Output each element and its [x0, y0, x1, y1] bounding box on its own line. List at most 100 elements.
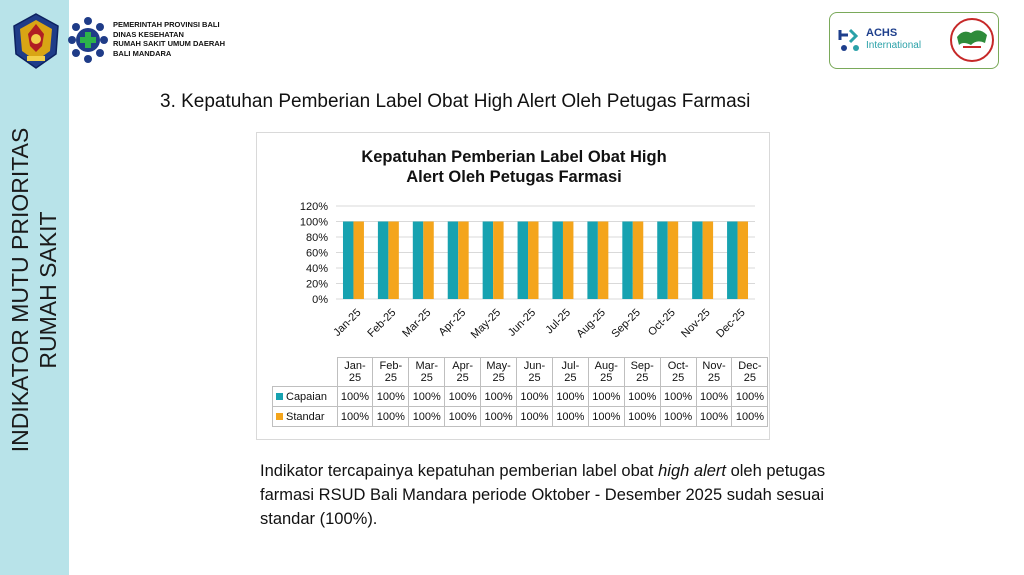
table-row: Standar 100% 100% 100% 100% 100% 100% 100% 100% 1…: [272, 406, 769, 427]
table-corner: [273, 358, 338, 387]
x-tick-label: Feb-25: [365, 307, 398, 340]
table-header-line: 25: [671, 372, 685, 384]
table-header-line: 25: [384, 372, 397, 384]
table-header-line: 25: [600, 372, 613, 384]
table-header-line: 25: [348, 372, 362, 384]
organization-name: PEMERINTAH PROVINSI BALI DINAS KESEHATAN…: [113, 20, 226, 58]
bar-standar: [528, 221, 539, 299]
legend-key: [276, 413, 283, 421]
table-header-line: Mar-: [415, 360, 439, 372]
y-tick-label: 80%: [306, 232, 328, 244]
table-header-line: Oct-: [667, 360, 689, 372]
table-header-line: 25: [492, 372, 505, 384]
table-header-line: Jul-: [561, 360, 580, 372]
table-header-cell: Aug- 25: [587, 357, 625, 387]
table-cell: 100%: [444, 406, 482, 427]
table-header-cell: Jul- 25: [551, 357, 589, 387]
x-tick-label: Jan-25: [331, 307, 363, 339]
table-header-line: Nov-: [702, 360, 726, 372]
legend-label: Capaian: [286, 390, 327, 403]
table-cell: 100%: [372, 406, 410, 427]
table-header-cell: Apr- 25: [444, 357, 482, 387]
table-header-cell: Jun- 25: [516, 357, 553, 387]
table-cell: 100%: [551, 406, 589, 427]
bar-standar: [493, 221, 504, 299]
bar-standar: [388, 221, 399, 299]
table-cell: 100%: [336, 406, 374, 427]
table-header-line: May-: [486, 360, 511, 372]
legend-entry: Standar: [272, 406, 338, 427]
bar-standar: [667, 221, 679, 299]
x-tick-label: Jun-25: [506, 307, 538, 339]
bar-standar: [597, 221, 609, 299]
legend-label: Standar: [286, 410, 325, 423]
bar-capaian: [587, 221, 598, 299]
bar-capaian: [447, 221, 459, 299]
x-tick-label: Dec-25: [714, 307, 748, 341]
summary-paragraph: Indikator tercapainya kepatuhan pemberia…: [260, 462, 826, 528]
x-tick-label: Sep-25: [609, 307, 643, 341]
table-cell: 100%: [731, 406, 769, 427]
x-tick-label: Apr-25: [436, 307, 468, 339]
kars-seal-icon: [950, 18, 994, 62]
table-cell: 100%: [480, 386, 518, 407]
table-header-line: 25: [420, 372, 433, 384]
chart-data-table: Jan- 25 Feb- 25 Mar- 25 Apr- 25 May- 25 Jun- 25 Jul-…: [272, 357, 769, 427]
table-header-cell: Feb- 25: [372, 357, 410, 387]
table-cell: 100%: [587, 386, 625, 407]
achs-accreditation-badge: ACHS International: [829, 12, 999, 69]
table-row: Capaian 100% 100% 100% 100% 100% 100% 100% 100% 1…: [272, 386, 769, 407]
table-cell: 100%: [516, 406, 553, 427]
table-header-line: Dec-: [738, 360, 762, 372]
x-tick-label: Nov-25: [679, 307, 713, 341]
bar-standar: [423, 221, 434, 299]
table-header-line: 25: [528, 372, 541, 384]
table-header-cell: Mar- 25: [408, 357, 446, 387]
table-header-line: 25: [636, 372, 649, 384]
y-tick-label: 100%: [300, 217, 328, 229]
bar-capaian: [412, 221, 424, 299]
y-tick-label: 20%: [306, 279, 328, 291]
bar-standar: [353, 221, 364, 299]
table-header-row: Jan- 25 Feb- 25 Mar- 25 Apr- 25 May- 25 Jun- 25 Jul-…: [273, 357, 769, 387]
table-header-line: Jan-: [344, 360, 366, 372]
table-cell: 100%: [659, 406, 697, 427]
y-tick-label: 60%: [306, 248, 328, 260]
section-heading: 3. Kepatuhan Pemberian Label Obat High A…: [160, 91, 751, 112]
bar-standar: [702, 221, 714, 299]
bar-standar: [562, 221, 574, 299]
table-header-line: Apr-: [452, 360, 474, 372]
table-cell: 100%: [587, 406, 625, 427]
bar-capaian: [517, 221, 529, 299]
table-header-cell: Jan- 25: [336, 357, 374, 387]
bar-capaian: [692, 221, 703, 299]
table-header-cell: Nov- 25: [695, 357, 733, 387]
y-tick-label: 0%: [312, 294, 328, 306]
bar-capaian: [727, 221, 738, 299]
table-cell: 100%: [444, 386, 482, 407]
table-cell: 100%: [659, 386, 697, 407]
x-tick-label: Jul-25: [543, 307, 573, 337]
table-header-cell: Sep- 25: [623, 357, 661, 387]
table-header-cell: May- 25: [480, 357, 518, 387]
bar-capaian: [552, 221, 563, 299]
table-header-line: Feb-: [379, 360, 403, 372]
y-tick-label: 120%: [300, 201, 328, 213]
table-header-line: 25: [456, 372, 469, 384]
dinkes-logo-icon: [68, 17, 108, 63]
table-header-cell: Oct- 25: [659, 357, 697, 387]
table-header-line: 25: [743, 372, 757, 384]
table-cell: 100%: [408, 406, 446, 427]
chart-title: Kepatuhan Pemberian Label Obat High Aler…: [361, 148, 667, 186]
table-cell: 100%: [408, 386, 446, 407]
table-header-line: 25: [564, 372, 577, 384]
table-header-cell: Dec- 25: [731, 357, 769, 387]
y-tick-label: 40%: [306, 263, 328, 275]
table-header-line: Sep-: [630, 360, 654, 372]
bar-capaian: [377, 221, 389, 299]
table-header-line: 25: [707, 372, 721, 384]
table-cell: 100%: [731, 386, 769, 407]
achs-logo-icon: [838, 28, 859, 51]
table-cell: 100%: [516, 386, 553, 407]
